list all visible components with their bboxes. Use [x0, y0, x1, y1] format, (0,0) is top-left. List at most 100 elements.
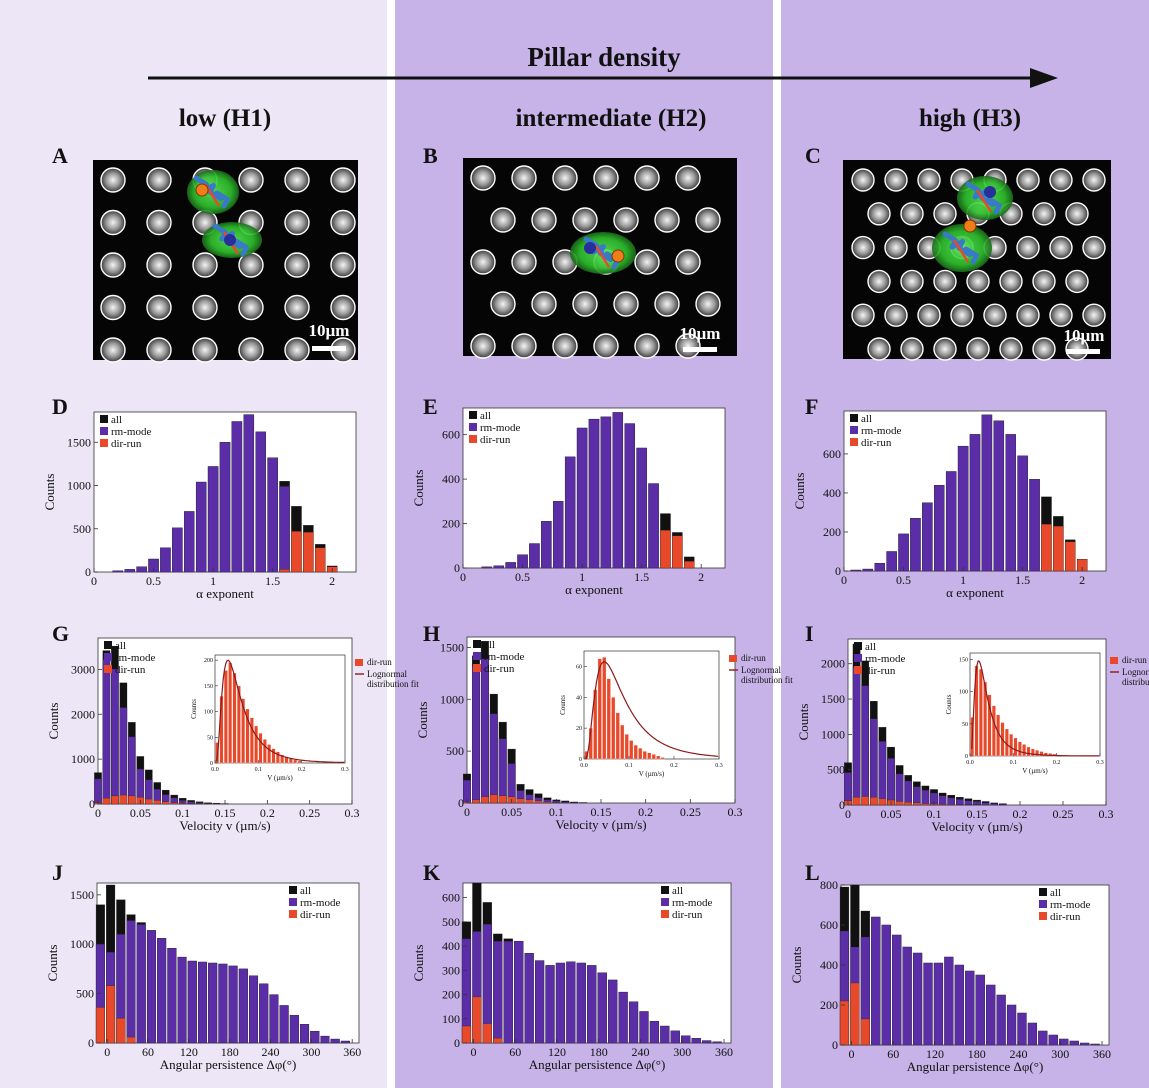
pillar-marker	[613, 207, 639, 233]
bar-rm-mode	[965, 970, 975, 1046]
pillar-marker	[654, 207, 680, 233]
bar-rm-mode	[529, 543, 540, 569]
bar-dir-run	[1065, 541, 1076, 572]
bar-rm-mode	[228, 965, 238, 1044]
bar-rm-mode	[628, 1001, 639, 1044]
inset-legend-label-fit-continued: distribution fit	[1122, 677, 1149, 687]
panel-letter-K: K	[423, 860, 440, 885]
pillar-marker	[999, 337, 1023, 361]
bar-rm-mode	[157, 938, 167, 1044]
bar-dir-run	[119, 794, 128, 805]
bar-rm-mode	[608, 979, 618, 1044]
legend-label-dir-run: dir-run	[300, 909, 331, 921]
bar-rm-mode	[969, 434, 981, 572]
pillar-marker	[1049, 235, 1073, 260]
inset-bar-dir-run	[228, 662, 233, 764]
nucleus-marker-navy	[984, 186, 996, 198]
pillar-marker	[330, 167, 356, 193]
y-axis-label: Counts	[411, 945, 426, 982]
pillar-marker	[917, 303, 941, 327]
bar-rm-mode	[289, 1015, 299, 1044]
bar-rm-mode	[921, 790, 930, 806]
x-tick-label: 0.2	[638, 805, 653, 819]
bar-dir-run	[860, 1018, 870, 1046]
legend-swatch-rm-mode	[289, 898, 297, 906]
pillar-marker	[884, 303, 908, 327]
inset-legend-label-fit: Lognormal	[741, 665, 781, 675]
bar-rm-mode	[493, 941, 503, 1044]
bar-rm-mode	[923, 962, 933, 1046]
inset-plot-area	[214, 654, 346, 764]
inset-y-tick-label: 200	[204, 658, 213, 664]
y-tick-label: 1000	[67, 479, 91, 493]
microscopy-image-intermediate	[463, 158, 737, 359]
bar-rm-mode	[124, 569, 135, 573]
legend-swatch-rm-mode	[104, 653, 112, 661]
bar-rm-mode	[269, 994, 279, 1044]
inset-x-tick-label: 0.2	[1053, 760, 1061, 766]
inset-bar-dir-run	[1043, 752, 1048, 757]
inset-plot-area	[583, 650, 720, 760]
pillar-marker	[100, 167, 126, 193]
bar-rm-mode	[498, 738, 507, 804]
pillar-marker	[1016, 235, 1040, 260]
pillar-marker	[867, 269, 891, 294]
bar-dir-run	[525, 799, 534, 804]
x-tick-label: 240	[262, 1045, 280, 1059]
inset-legend-label-fit-continued: distribution fit	[367, 679, 419, 689]
pillar-marker	[900, 337, 924, 361]
chart-velocity-high: 0 0.05 0.1 0.15 0.2 0.25 0.30500100015002000Ve…	[796, 638, 1149, 834]
bar-rm-mode	[1017, 1012, 1027, 1046]
bar-rm-mode	[869, 718, 878, 806]
panel-letter-F: F	[805, 394, 818, 419]
legend-swatch-dir-run	[473, 664, 481, 672]
bar-rm-mode	[649, 1021, 660, 1044]
x-tick-label: 0	[848, 1047, 854, 1061]
legend-swatch-rm-mode	[850, 426, 858, 434]
y-tick-label: 200	[823, 525, 841, 539]
bar-dir-run	[102, 798, 111, 805]
pillar-marker	[917, 168, 941, 192]
pillar-marker	[146, 252, 172, 278]
microscopy-image-low	[93, 160, 358, 363]
legend-label-rm-mode: rm-mode	[865, 653, 905, 665]
inset-x-tick-label: 0.0	[966, 760, 974, 766]
y-tick-label: 200	[442, 988, 460, 1002]
x-tick-label: 300	[302, 1045, 320, 1059]
bar-dir-run	[472, 996, 482, 1044]
y-tick-label: 500	[73, 522, 91, 536]
bar-rm-mode	[600, 416, 612, 569]
inset-bar-dir-run	[983, 681, 988, 757]
scale-bar-label-high: 10µm	[1064, 326, 1105, 345]
inset-bar-dir-run	[254, 725, 259, 764]
y-axis-label: Counts	[789, 947, 804, 984]
inset-y-tick-label: 40	[576, 695, 582, 701]
nucleus-marker-navy	[584, 242, 596, 254]
y-tick-label: 0	[454, 561, 460, 575]
inset-y-tick-label: 0	[965, 754, 968, 760]
pillar-marker	[470, 165, 496, 191]
bar-rm-mode	[167, 948, 177, 1044]
y-tick-label: 1000	[70, 937, 94, 951]
bar-rm-mode	[126, 920, 136, 1044]
legend-label-rm-mode: rm-mode	[861, 425, 901, 437]
y-tick-label: 0	[832, 1038, 838, 1052]
bar-rm-mode	[881, 924, 891, 1046]
inset-bar-dir-run	[978, 668, 983, 757]
inset-bar-dir-run	[267, 744, 272, 764]
y-tick-label: 0	[835, 564, 841, 578]
legend-swatch-dir-run	[854, 666, 862, 674]
x-tick-label: 0.1	[549, 805, 564, 819]
pillar-marker	[552, 333, 578, 359]
y-axis-label: Counts	[411, 470, 426, 507]
pillar-marker	[470, 333, 496, 359]
x-tick-label: 360	[715, 1045, 733, 1059]
bar-dir-run	[895, 801, 904, 806]
inset-bar-dir-run	[647, 752, 652, 760]
y-axis-label: Counts	[796, 704, 811, 741]
x-tick-label: 0	[460, 570, 466, 584]
scale-bar-low: 10µm	[309, 321, 349, 351]
bar-rm-mode	[1029, 479, 1040, 572]
y-tick-label: 400	[823, 486, 841, 500]
pillar-marker	[884, 168, 908, 192]
